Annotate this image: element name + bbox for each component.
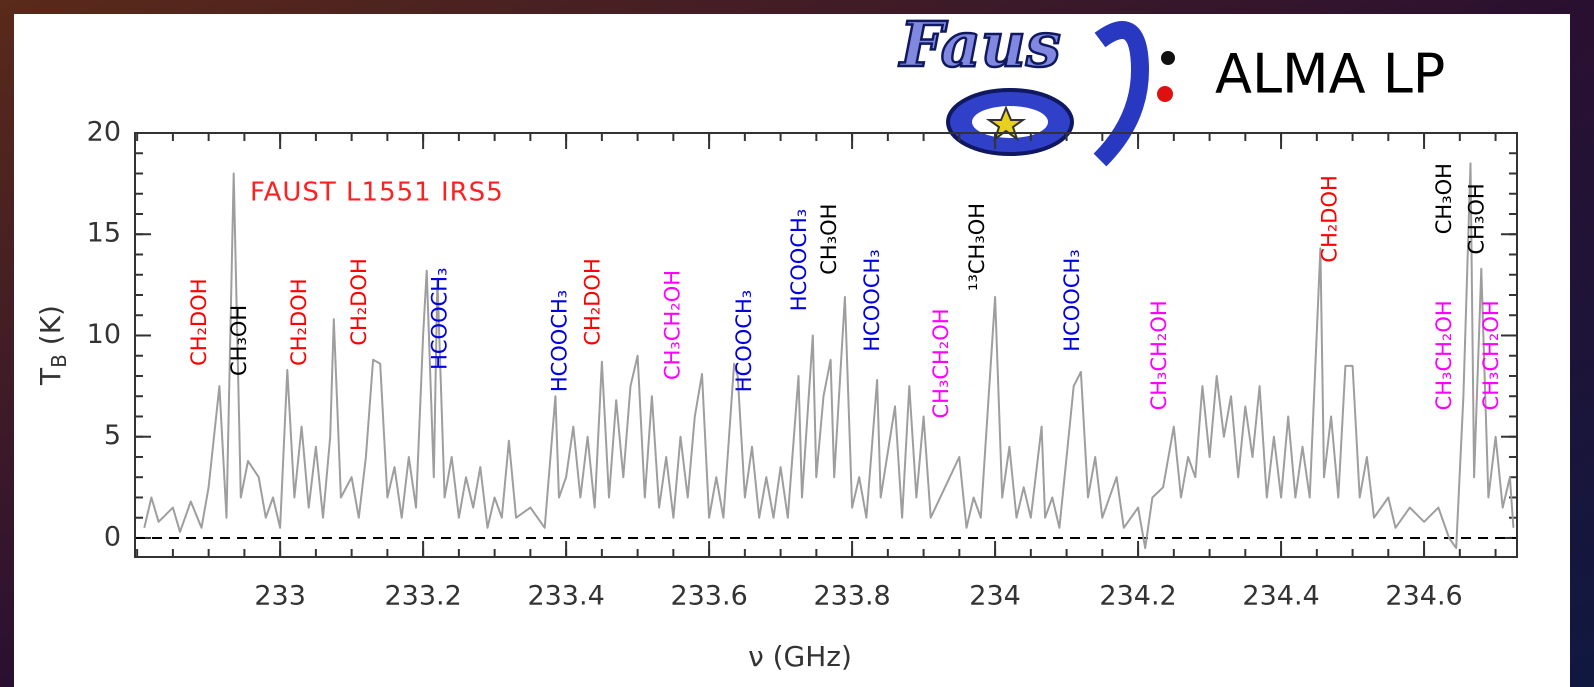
x-tick-label: 234.6 xyxy=(1385,581,1462,612)
line-annotation: CH₃OH xyxy=(1465,183,1489,254)
line-annotation: CH₂DOH xyxy=(347,258,371,345)
line-annotation: CH₃OH xyxy=(817,204,841,275)
line-annotation: CH₃OH xyxy=(1432,163,1456,234)
line-annotation: CH₃CH₂OH xyxy=(1479,300,1503,410)
y-tick-label: 5 xyxy=(104,420,121,451)
panel xyxy=(14,14,1570,687)
y-axis-label-part: T xyxy=(34,367,67,386)
chart-title: FAUST L1551 IRS5 xyxy=(250,178,504,208)
line-annotation: CH₂DOH xyxy=(580,258,604,345)
line-annotation: CH₂DOH xyxy=(1317,175,1341,262)
x-tick-label: 233.8 xyxy=(813,581,890,612)
x-axis-label: ν (GHz) xyxy=(748,640,852,673)
y-tick-label: 0 xyxy=(104,521,121,552)
line-annotation: HCOOCH₃ xyxy=(1060,249,1084,351)
spectrum-line xyxy=(143,162,1515,550)
y-tick-label: 20 xyxy=(87,117,121,148)
y-axis-label-part: (K) xyxy=(34,305,67,354)
y-axis-label-sub: B xyxy=(47,354,71,368)
line-annotation: HCOOCH₃ xyxy=(547,290,571,392)
line-annotation: HCOOCH₃ xyxy=(427,268,451,370)
line-annotation: CH₃CH₂OH xyxy=(660,270,684,380)
x-tick-label: 233.2 xyxy=(384,581,461,612)
line-annotation: CH₂DOH xyxy=(187,278,211,365)
x-tick-label: 234.4 xyxy=(1242,581,1319,612)
line-annotation: CH₂DOH xyxy=(287,278,311,365)
line-annotation: CH₃CH₂OH xyxy=(1432,300,1456,410)
line-annotation: CH₃CH₂OH xyxy=(929,308,953,418)
line-annotation: CH₃CH₂OH xyxy=(1147,300,1171,410)
x-tick-label: 233 xyxy=(254,581,306,612)
x-tick-label: 233.4 xyxy=(527,581,604,612)
plot-frame xyxy=(134,132,1518,558)
line-annotation: HCOOCH₃ xyxy=(860,249,884,351)
x-tick-label: 233.6 xyxy=(670,581,747,612)
x-tick-label: 234.2 xyxy=(1099,581,1176,612)
y-axis-label: TB (K) xyxy=(34,305,71,386)
line-annotation: CH₃OH xyxy=(227,305,251,376)
line-annotation: ¹³CH₃OH xyxy=(965,203,989,291)
y-tick-label: 15 xyxy=(87,218,121,249)
y-tick-label: 10 xyxy=(87,319,121,350)
logo-atom xyxy=(1161,51,1175,65)
x-tick-label: 234 xyxy=(969,581,1021,612)
line-annotation: HCOOCH₃ xyxy=(732,290,756,392)
logo-star xyxy=(985,105,1027,142)
logo-tail xyxy=(1093,21,1150,167)
logo-text: Faus xyxy=(898,8,1061,81)
logo-tag: ALMA LP xyxy=(1215,43,1445,106)
logo-atom xyxy=(1157,86,1173,102)
logo: Faus ALMA LP xyxy=(897,7,1445,167)
line-annotation: HCOOCH₃ xyxy=(787,209,811,311)
